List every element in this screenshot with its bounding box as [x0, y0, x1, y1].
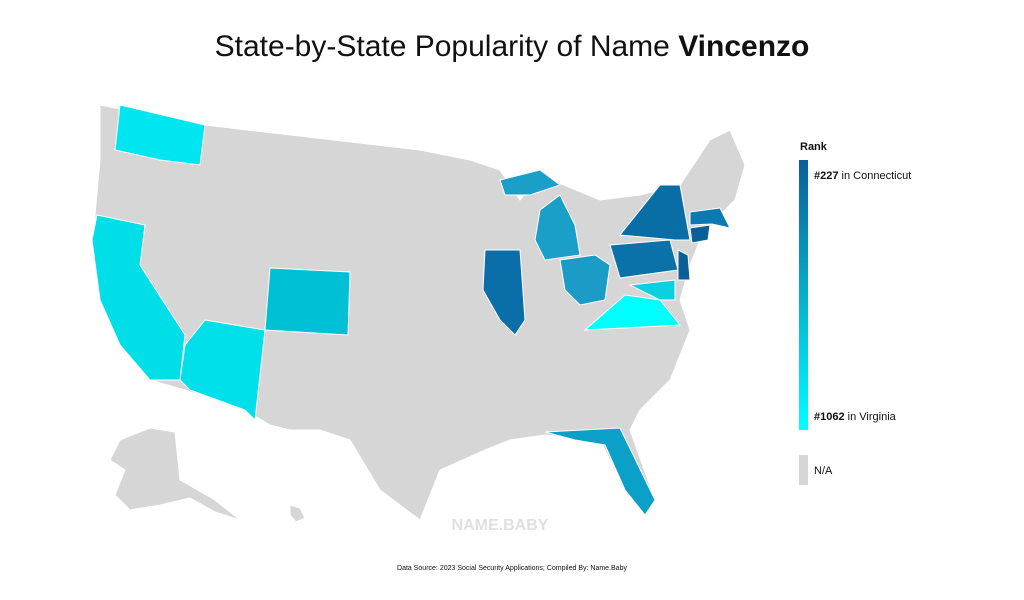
new-jersey: [677, 249, 691, 281]
connecticut: [689, 224, 711, 244]
watermark: NAME.BABY: [452, 517, 549, 534]
florida: [544, 427, 656, 516]
hawaii: [289, 504, 306, 523]
legend-bottom: #1062 in Virginia: [814, 411, 897, 423]
legend-gradient: [799, 160, 808, 430]
legend-title: Rank: [800, 141, 828, 153]
ohio: [559, 254, 611, 306]
legend-na-label: N/A: [814, 465, 833, 477]
arizona: [179, 319, 266, 422]
legend-bottom-label: in Virginia: [848, 411, 897, 423]
legend-top: #227 in Connecticut: [814, 170, 911, 182]
alaska: [109, 427, 241, 521]
source: Data Source: 2023 Social Security Applic…: [397, 565, 627, 572]
new-york: [619, 184, 691, 241]
washington: [114, 104, 206, 166]
illinois: [482, 249, 526, 336]
california: [91, 214, 186, 381]
title-prefix: State-by-State Popularity of Name: [214, 30, 670, 63]
michigan: [534, 194, 581, 261]
legend-top-rank: #227: [814, 170, 838, 182]
maryland: [628, 279, 676, 301]
title-name: Vincenzo: [678, 30, 810, 63]
colorado: [264, 267, 351, 336]
legend-na-swatch: [799, 455, 808, 485]
michigan-up: [499, 169, 562, 196]
legend-bottom-rank: #1062: [814, 411, 845, 423]
title: State-by-State Popularity of Name Vincen…: [0, 30, 1024, 64]
massachusetts: [689, 207, 731, 229]
states: [91, 104, 746, 523]
legend-top-label: in Connecticut: [842, 170, 912, 182]
